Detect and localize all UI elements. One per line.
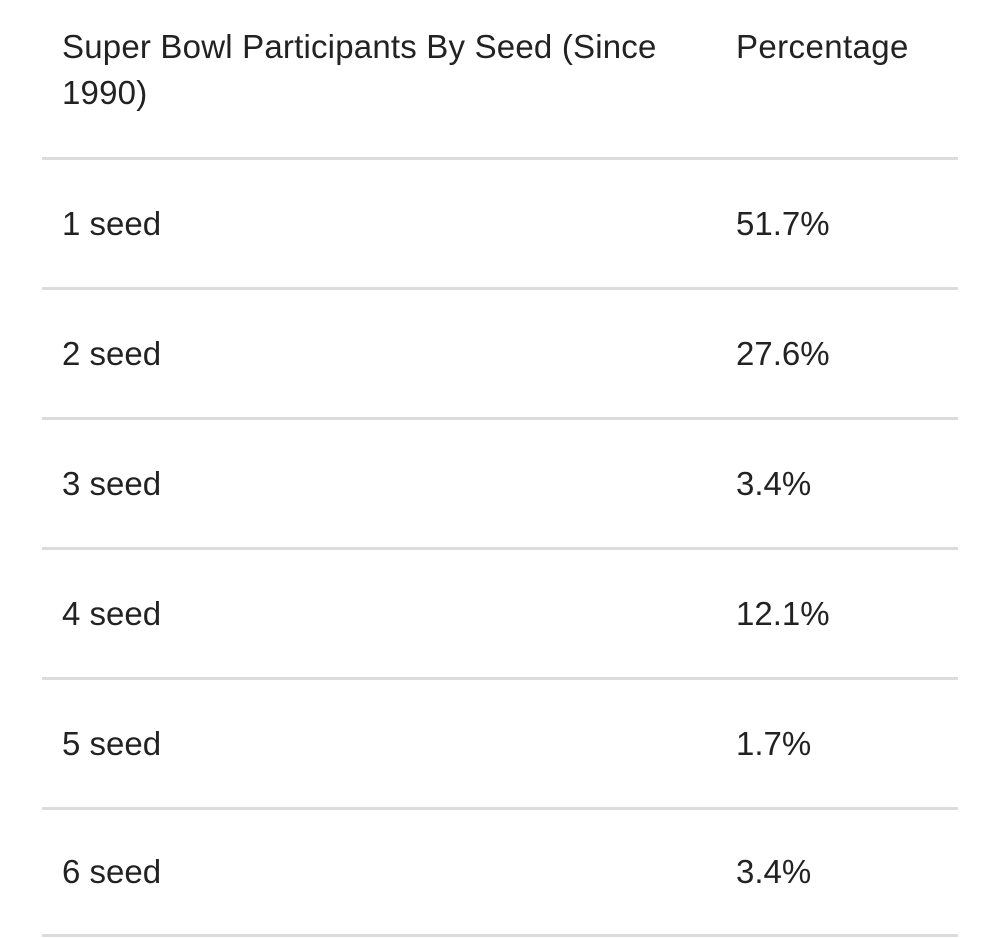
seed-cell: 4 seed [62, 594, 162, 632]
seed-cell: 2 seed [62, 334, 162, 372]
table-row: 1 seed 51.7% [42, 157, 958, 287]
percentage-cell: 3.4% [736, 853, 812, 890]
table-row: 3 seed 3.4% [42, 417, 958, 547]
table-header-row: Super Bowl Participants By Seed (Since 1… [42, 0, 958, 157]
percentage-cell: 27.6% [736, 334, 830, 372]
percentage-cell: 3.4% [736, 464, 812, 502]
seed-percentage-table: Super Bowl Participants By Seed (Since 1… [42, 0, 958, 937]
percentage-cell: 51.7% [736, 204, 830, 242]
table-row: 5 seed 1.7% [42, 677, 958, 807]
table-row: 2 seed 27.6% [42, 287, 958, 417]
seed-cell: 3 seed [62, 464, 162, 502]
table-row: 6 seed 3.4% [42, 807, 958, 937]
seed-cell: 1 seed [62, 204, 162, 242]
percentage-cell: 12.1% [736, 594, 830, 632]
column-header-seed: Super Bowl Participants By Seed (Since 1… [62, 28, 657, 111]
column-header-percentage: Percentage [736, 28, 909, 65]
table-row: 4 seed 12.1% [42, 547, 958, 677]
percentage-cell: 1.7% [736, 724, 812, 762]
seed-cell: 6 seed [62, 853, 162, 890]
seed-cell: 5 seed [62, 724, 162, 762]
